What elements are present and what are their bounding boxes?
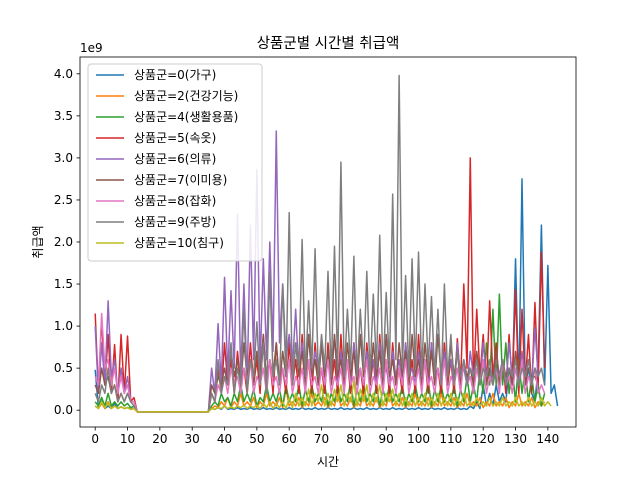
legend-label: 상품군=2(건강기능) bbox=[134, 89, 238, 103]
x-tick-label: 100 bbox=[407, 432, 430, 446]
legend-label: 상품군=6(의류) bbox=[134, 152, 216, 166]
x-tick-label: 10 bbox=[120, 432, 135, 446]
y-tick-label: 1.5 bbox=[54, 277, 73, 291]
x-tick-label: 50 bbox=[249, 432, 264, 446]
legend: 상품군=0(가구) 상품군=2(건강기능) 상품군=4(생활용품) 상품군=5(속옷)… bbox=[87, 63, 263, 262]
x-tick-label: 40 bbox=[217, 432, 232, 446]
x-tick-label: 60 bbox=[282, 432, 297, 446]
y-tick-label: 2.0 bbox=[54, 235, 73, 249]
y-tick-label: 3.0 bbox=[54, 151, 73, 165]
x-tick-label: 130 bbox=[504, 432, 527, 446]
legend-box bbox=[87, 63, 263, 262]
legend-label: 상품군=10(침구) bbox=[134, 236, 224, 250]
series-layer bbox=[94, 74, 559, 413]
x-tick-label: 70 bbox=[314, 432, 329, 446]
legend-label: 상품군=5(속옷) bbox=[134, 131, 216, 145]
y-tick-label: 0.0 bbox=[54, 403, 73, 417]
x-tick-label: 0 bbox=[91, 432, 99, 446]
legend-label: 상품군=0(가구) bbox=[134, 68, 216, 82]
x-tick-label: 90 bbox=[379, 432, 394, 446]
x-tick-label: 110 bbox=[439, 432, 462, 446]
y-axis-label: 취급액 bbox=[31, 225, 45, 258]
y-tick-label: 4.0 bbox=[54, 67, 73, 81]
x-tick-label: 20 bbox=[152, 432, 167, 446]
y-tick-label: 0.5 bbox=[54, 361, 73, 375]
y-offset-label: 1e9 bbox=[80, 41, 103, 55]
chart-title: 상품군별 시간별 취급액 bbox=[257, 35, 400, 52]
legend-label: 상품군=8(잡화) bbox=[134, 194, 216, 208]
x-tick-label: 80 bbox=[346, 432, 361, 446]
y-tick-label: 1.0 bbox=[54, 319, 73, 333]
y-tick-label: 2.5 bbox=[54, 193, 73, 207]
x-axis-label: 시간 bbox=[317, 455, 339, 469]
axes-layer: 0 10 20 30 40 50 60 70 80 90 100 110 120 130 140 0.0 0.5… bbox=[54, 56, 577, 446]
x-tick-label: 140 bbox=[536, 432, 559, 446]
legend-label: 상품군=9(주방) bbox=[134, 215, 216, 229]
legend-label: 상품군=7(이미용) bbox=[134, 173, 227, 187]
series-line-8 bbox=[94, 380, 552, 413]
y-tick-label: 3.5 bbox=[54, 109, 73, 123]
x-tick-label: 30 bbox=[185, 432, 200, 446]
x-tick-label: 120 bbox=[472, 432, 495, 446]
legend-label: 상품군=4(생활용품) bbox=[134, 110, 238, 124]
